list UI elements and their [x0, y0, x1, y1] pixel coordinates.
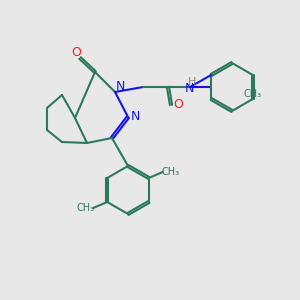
Text: O: O [71, 46, 81, 59]
Text: N: N [115, 80, 125, 94]
Text: CH₃: CH₃ [244, 89, 262, 99]
Text: CH₃: CH₃ [76, 203, 94, 213]
Text: CH₃: CH₃ [162, 167, 180, 177]
Text: N: N [184, 82, 194, 94]
Text: O: O [173, 98, 183, 112]
Text: N: N [130, 110, 140, 124]
Text: H: H [188, 77, 196, 87]
